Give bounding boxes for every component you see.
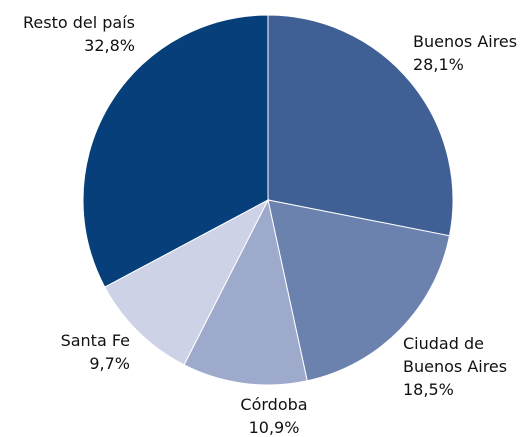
slice-value: 18,5% bbox=[403, 380, 454, 399]
pie-slice bbox=[267, 199, 451, 382]
slice-value: 9,7% bbox=[89, 354, 130, 373]
slice-value: 32,8% bbox=[84, 36, 135, 55]
slice-name: Santa Fe bbox=[60, 331, 130, 350]
pie-slice bbox=[267, 14, 454, 237]
slice-name: Buenos Aires bbox=[413, 32, 518, 51]
slice-label: Resto del país 32,8% bbox=[0, 11, 135, 57]
pie-slice bbox=[183, 198, 308, 386]
slice-label: Ciudad de Buenos Aires 18,5% bbox=[403, 332, 521, 401]
slice-value: 10,9% bbox=[248, 418, 300, 437]
slice-label: Santa Fe 9,7% bbox=[10, 329, 130, 375]
slice-label: Córdoba 10,9% bbox=[214, 393, 334, 437]
pie-slice bbox=[82, 14, 269, 288]
slice-name: Córdoba bbox=[240, 395, 308, 414]
slice-value: 28,1% bbox=[413, 55, 464, 74]
pie-slice bbox=[104, 198, 270, 366]
slice-name: Resto del país bbox=[23, 13, 135, 32]
slice-name: Ciudad de Buenos Aires bbox=[403, 334, 508, 376]
slice-label: Buenos Aires 28,1% bbox=[413, 30, 517, 76]
